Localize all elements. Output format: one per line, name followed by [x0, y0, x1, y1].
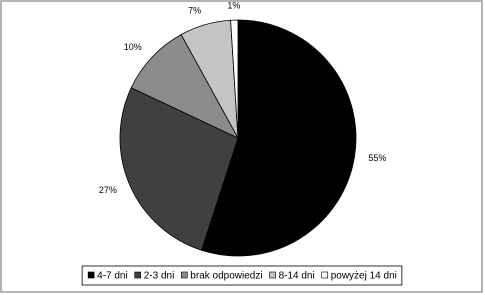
pie [119, 19, 357, 257]
legend-swatch [321, 271, 329, 279]
legend-swatch [134, 271, 142, 279]
pie-slice [119, 87, 239, 251]
legend-label: 4-7 dni [97, 271, 128, 282]
legend-swatch [269, 271, 276, 279]
data-label: 7% [188, 6, 201, 16]
data-label: 1% [227, 0, 240, 10]
data-labels: 55% 27% 10% 7% 1% [99, 0, 387, 194]
legend-label: 2-3 dni [144, 271, 175, 282]
pie-slice [230, 19, 239, 139]
legend-label: brak odpowiedzi [190, 271, 262, 282]
legend-swatch [87, 271, 95, 279]
legend-box [81, 265, 403, 286]
legend-label: powyżej 14 dni [331, 271, 397, 282]
legend: 4-7 dni 2-3 dni brak odpowiedzi 8-14 dni pow… [87, 271, 397, 282]
data-label: 27% [99, 185, 117, 195]
legend-swatch [180, 271, 188, 279]
data-label: 10% [124, 42, 142, 52]
pie-slice [201, 19, 357, 257]
legend-label: 8-14 dni [279, 271, 315, 282]
data-label: 55% [368, 153, 386, 163]
pie-slice [130, 34, 239, 139]
